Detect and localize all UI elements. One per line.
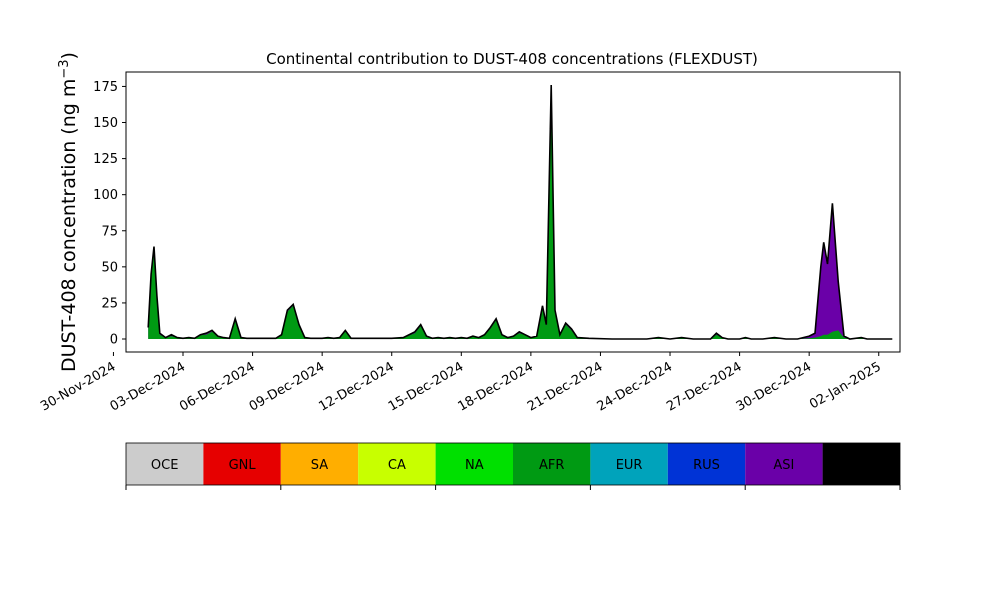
legend-label-afr: AFR [539, 458, 564, 473]
legend-swatch-aus [822, 443, 900, 485]
x-tick-label: 15-Dec-2024 [386, 359, 466, 414]
x-tick-label: 12-Dec-2024 [316, 359, 396, 414]
x-tick-label: 27-Dec-2024 [664, 359, 744, 414]
chart-title: Continental contribution to DUST-408 con… [266, 50, 758, 68]
total-outline [147, 84, 893, 340]
legend-swatch-rus [667, 443, 746, 485]
x-tick-label: 03-Dec-2024 [108, 359, 188, 414]
y-axis-label-main: DUST-408 concentration (ng m [58, 79, 80, 372]
legend-label-gnl: GNL [229, 458, 257, 473]
series-layer [147, 84, 893, 340]
y-tick-label: 125 [93, 152, 118, 167]
y-tick-label: 25 [101, 296, 118, 311]
x-tick-label: 18-Dec-2024 [455, 359, 535, 414]
x-tick-label: 30-Dec-2024 [734, 359, 814, 414]
legend-swatch-oce [126, 443, 204, 485]
legend-swatch-afr [513, 443, 591, 485]
y-axis: 0 25 50 75 100 125 150 175 [93, 80, 126, 348]
afr-area [148, 90, 893, 340]
x-tick-label: 21-Dec-2024 [525, 359, 605, 414]
legend-swatch-na [435, 443, 513, 485]
y-tick-label: 50 [101, 260, 118, 275]
y-axis-label-close: ) [58, 52, 80, 59]
legend-label-sa: SA [311, 458, 328, 473]
y-tick-label: 100 [93, 188, 118, 203]
legend-label-aus: AUS [848, 458, 875, 473]
legend-swatch-eur [590, 443, 668, 485]
legend-frame [125, 442, 901, 486]
legend-swatch-asi [745, 443, 823, 485]
asi-area [148, 85, 893, 340]
y-axis-label: DUST-408 concentration (ng m−3) [57, 52, 81, 372]
y-axis-label-sup: −3 [57, 59, 72, 78]
x-axis: 30-Nov-202403-Dec-202406-Dec-202409-Dec-… [38, 352, 884, 415]
y-tick-label: 0 [110, 333, 118, 348]
legend-label-na: NA [465, 458, 484, 473]
x-tick-label: 02-Jan-2025 [807, 359, 884, 412]
y-tick-label: 75 [101, 224, 118, 239]
x-tick-label: 06-Dec-2024 [177, 359, 257, 414]
legend-swatch-gnl [203, 443, 281, 485]
legend-swatch-ca [358, 443, 436, 485]
y-tick-label: 150 [93, 116, 118, 131]
legend-swatch-sa [280, 443, 359, 485]
legend-label-oce: OCE [151, 458, 179, 473]
legend-label-ca: CA [388, 458, 406, 473]
legend-label-asi: ASI [773, 458, 794, 473]
plot-frame [125, 71, 901, 353]
x-tick-label: 24-Dec-2024 [595, 359, 675, 414]
y-tick-label: 175 [93, 80, 118, 95]
legend-label-rus: RUS [693, 458, 720, 473]
x-tick-label: 09-Dec-2024 [247, 359, 327, 414]
region-colorbar: OCE GNL SA CA NA AFR EUR RUS ASI AUS [125, 442, 901, 490]
legend-label-eur: EUR [616, 458, 643, 473]
